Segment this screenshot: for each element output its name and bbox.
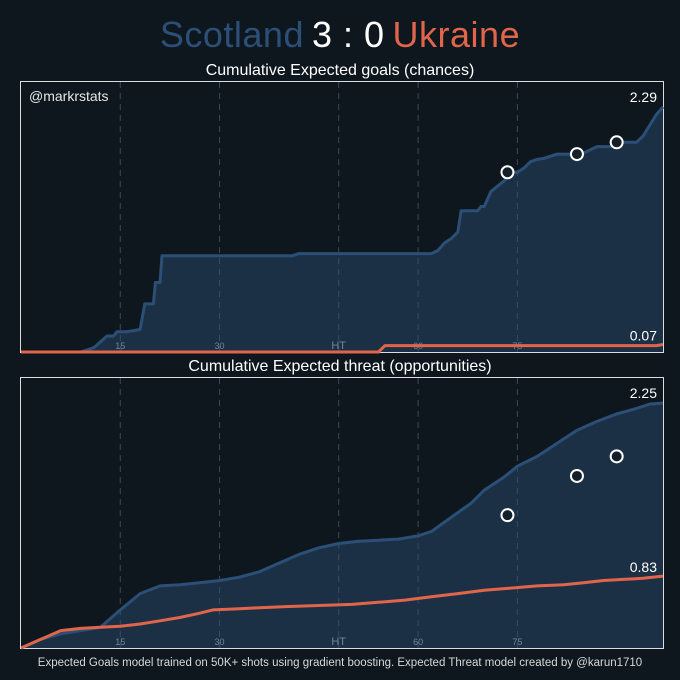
goal-marker xyxy=(569,147,584,162)
x-tick-label: 60 xyxy=(413,637,423,647)
series-area-scotland xyxy=(21,107,663,352)
x-tick-label: HT xyxy=(331,340,346,352)
author-handle: @markrstats xyxy=(29,88,109,104)
goal-marker xyxy=(569,468,584,483)
home-team-name: Scotland xyxy=(159,14,304,55)
x-tick-label: 75 xyxy=(512,637,522,647)
series-line-scotland xyxy=(21,401,664,650)
match-score: 3 : 0 xyxy=(311,14,385,55)
goal-marker xyxy=(500,508,515,523)
final-value-scotland: 2.29 xyxy=(630,89,657,105)
x-tick-label: 15 xyxy=(115,341,125,351)
final-value-scotland: 2.25 xyxy=(630,385,657,401)
xg-chart-title: Cumulative Expected goals (chances) xyxy=(205,62,475,79)
x-tick-label: 30 xyxy=(215,637,225,647)
xg-chart-svg: 15 30 HT 60 752.290.07 xyxy=(21,82,665,354)
match-title: Scotland 3 : 0 Ukraine xyxy=(0,14,680,56)
x-tick-label: HT xyxy=(331,636,346,648)
xt-chart-panel: 15 30 HT 60 75 2.25 0.83 xyxy=(20,377,664,650)
footer-credits: Expected Goals model trained on 50K+ sho… xyxy=(37,657,643,669)
series-line-scotland xyxy=(21,106,665,354)
xt-chart-title: Cumulative Expected threat (opportunitie… xyxy=(188,358,492,375)
series-line-ukraine xyxy=(21,343,664,354)
goal-marker xyxy=(609,135,624,150)
x-tick-label: 15 xyxy=(115,637,125,647)
final-value-ukraine: 0.07 xyxy=(630,328,657,344)
away-team-name: Ukraine xyxy=(392,14,521,55)
xg-chart-panel: 15 30 HT 60 75 2.29 0.07 @markrstats xyxy=(20,81,665,354)
goal-marker xyxy=(500,165,515,180)
goal-marker xyxy=(609,449,624,464)
series-line-ukraine xyxy=(21,574,664,650)
xt-chart-svg: 15 30 HT 60 75 2.25 0.83 xyxy=(21,378,664,650)
x-tick-label: 30 xyxy=(215,341,225,351)
series-area-scotland xyxy=(21,403,663,648)
final-value-ukraine: 0.83 xyxy=(630,559,657,575)
